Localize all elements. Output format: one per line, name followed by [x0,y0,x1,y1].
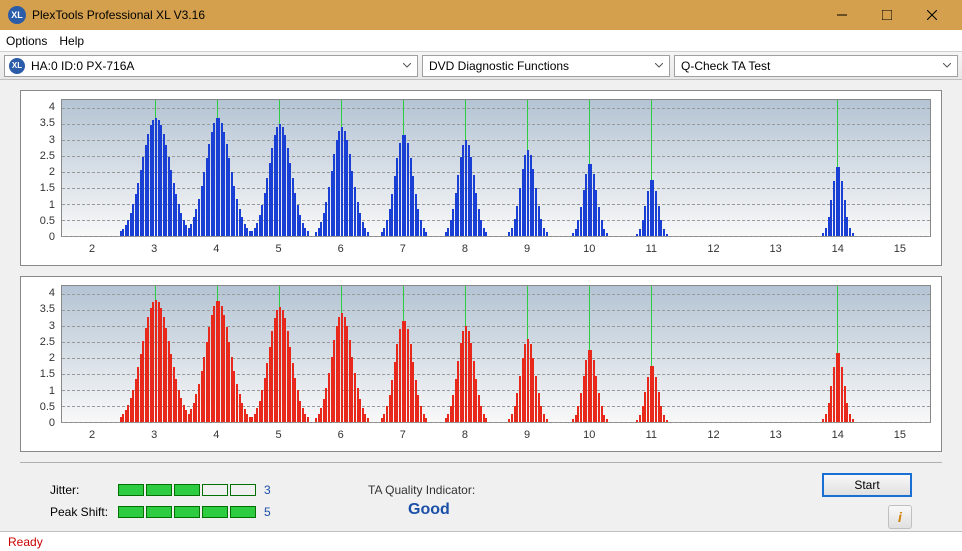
meters: Jitter: 3 Peak Shift: 5 [50,483,278,519]
minimize-button[interactable] [819,0,864,30]
function-select-text: DVD Diagnostic Functions [429,59,569,73]
info-button[interactable]: i [888,505,912,529]
content-area: 00.511.522.533.54 23456789101112131415 0… [0,80,962,539]
titlebar: XL PlexTools Professional XL V3.16 [0,0,962,30]
chart-bottom-yaxis: 00.511.522.533.54 [21,285,59,423]
window-title: PlexTools Professional XL V3.16 [32,8,819,22]
peakshift-label: Peak Shift: [50,505,110,519]
chart-top-xaxis: 23456789101112131415 [61,239,931,265]
chart-bottom-plot [61,285,931,423]
window-controls [819,0,954,30]
maximize-button[interactable] [864,0,909,30]
peakshift-blocks [118,506,256,518]
quality-indicator: TA Quality Indicator: Good [308,483,792,519]
statusbar: Ready [0,531,962,551]
chart-bottom-xaxis: 23456789101112131415 [61,425,931,451]
peakshift-value: 5 [264,505,278,519]
app-icon: XL [8,6,26,24]
test-select[interactable]: Q-Check TA Test [674,55,958,77]
function-select[interactable]: DVD Diagnostic Functions [422,55,670,77]
chevron-down-icon [651,58,667,74]
bottom-panel: Jitter: 3 Peak Shift: 5 TA Quality Indic… [20,467,942,535]
quality-value: Good [408,501,792,519]
start-button[interactable]: Start [822,473,912,497]
peakshift-meter: Peak Shift: 5 [50,505,278,519]
chart-top-plot [61,99,931,237]
close-button[interactable] [909,0,954,30]
jitter-meter: Jitter: 3 [50,483,278,497]
menu-options[interactable]: Options [6,34,47,48]
status-text: Ready [8,535,43,549]
menubar: Options Help [0,30,962,52]
menu-help[interactable]: Help [59,34,84,48]
drive-text: HA:0 ID:0 PX-716A [31,59,413,73]
chevron-down-icon [399,58,415,74]
jitter-label: Jitter: [50,483,110,497]
chart-bottom: 00.511.522.533.54 23456789101112131415 [20,276,942,452]
actions: Start i [822,473,912,529]
chart-top: 00.511.522.533.54 23456789101112131415 [20,90,942,266]
quality-label: TA Quality Indicator: [368,483,792,497]
chart-top-yaxis: 00.511.522.533.54 [21,99,59,237]
drive-select[interactable]: XL HA:0 ID:0 PX-716A [4,55,418,77]
jitter-blocks [118,484,256,496]
test-select-text: Q-Check TA Test [681,59,770,73]
toolbar: XL HA:0 ID:0 PX-716A DVD Diagnostic Func… [0,52,962,80]
drive-icon: XL [9,58,25,74]
separator [20,462,942,463]
chevron-down-icon [939,58,955,74]
jitter-value: 3 [264,483,278,497]
